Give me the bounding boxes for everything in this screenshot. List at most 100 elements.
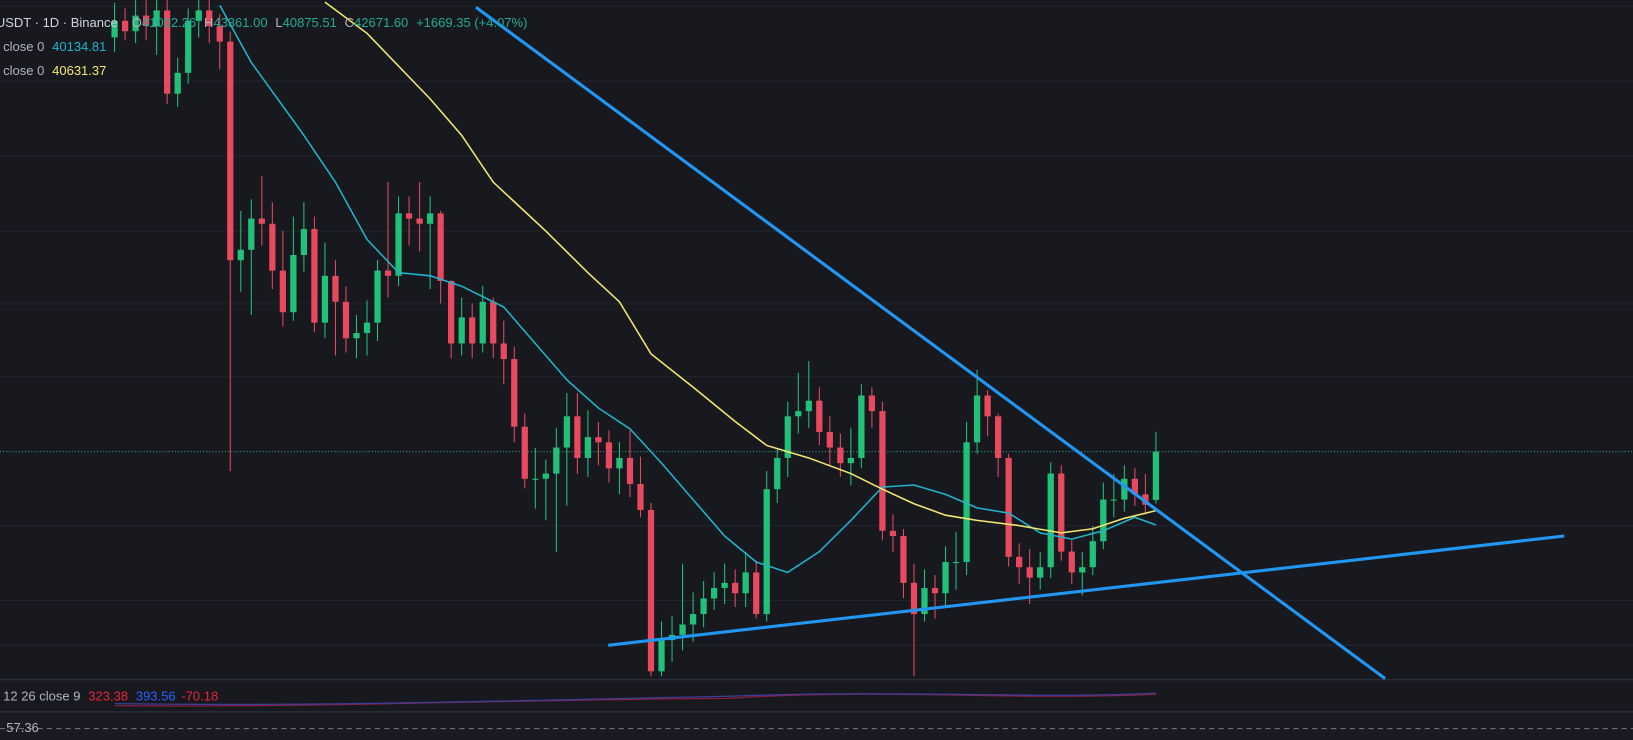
candle-body — [142, 15, 150, 27]
candle-body — [763, 489, 770, 615]
header: USDT · 1D · Binance O41002.26 H43361.00 … — [0, 15, 527, 30]
candle-body — [616, 457, 623, 469]
candle-body — [448, 281, 455, 344]
candle-body — [1079, 567, 1086, 573]
candle-body — [732, 582, 739, 594]
candle-body — [1142, 494, 1149, 505]
candle-body — [1068, 551, 1075, 573]
candle-body — [511, 359, 518, 427]
candle-body — [384, 270, 392, 276]
candle-body — [995, 416, 1002, 458]
candle-body — [342, 301, 350, 339]
candle-body — [216, 26, 223, 42]
candle-body — [206, 10, 213, 27]
ohlc-prefix: O — [132, 15, 142, 30]
candle-body — [689, 614, 697, 625]
candle-body — [879, 411, 886, 531]
candle-body — [921, 588, 928, 615]
candle-body — [1100, 499, 1107, 542]
candle-body — [837, 447, 844, 464]
candle-body — [311, 228, 318, 323]
candle-body — [658, 640, 665, 672]
candle-body — [258, 218, 265, 224]
candle-body — [405, 213, 413, 219]
macd-value: -70.18 — [181, 689, 218, 704]
candle-body — [121, 20, 129, 32]
candle-body — [195, 10, 202, 21]
candle-body — [795, 411, 802, 417]
candle-body — [469, 317, 476, 344]
candle-body — [332, 275, 339, 302]
candle-body — [553, 447, 560, 474]
legend-name: close 0 — [3, 39, 44, 54]
candle-body — [132, 15, 139, 32]
candle-body — [111, 20, 118, 38]
candle-body — [900, 536, 907, 583]
candle-body — [700, 598, 707, 615]
candle-body — [321, 275, 329, 323]
candle-body — [237, 249, 244, 261]
candle-body — [521, 426, 528, 479]
candle-body — [426, 213, 434, 224]
macd-value: 393.56 — [136, 689, 176, 704]
candle-body — [479, 301, 486, 344]
candle-body — [784, 416, 791, 458]
candle-body — [1047, 473, 1054, 568]
candle-body — [279, 270, 286, 313]
candle-body — [647, 509, 655, 672]
moving-average — [219, 4, 1157, 574]
candle-body — [774, 457, 781, 490]
candle-body — [931, 588, 939, 594]
ohlc-value: 41002.26 — [142, 15, 196, 30]
candle-body — [290, 254, 297, 313]
candle-body — [363, 322, 371, 334]
legend-value: 40631.37 — [52, 63, 106, 78]
price-pane — [111, 0, 1160, 677]
candle-body — [269, 223, 276, 271]
ohlc-value: 42671.60 — [354, 15, 408, 30]
candle-body — [1089, 541, 1096, 568]
candle-body — [910, 582, 918, 615]
symbol-title: USDT · 1D · Binance — [0, 15, 118, 30]
candle-body — [1005, 457, 1012, 557]
candle-body — [963, 442, 970, 563]
candle-body — [984, 395, 991, 417]
candle-body — [753, 572, 760, 615]
ohlc-value: 40875.51 — [283, 15, 337, 30]
candle-body — [679, 624, 686, 635]
candle-body — [595, 437, 602, 443]
candle-body — [490, 301, 497, 344]
candle-body — [458, 317, 465, 344]
candle-body — [816, 400, 823, 432]
candle-body — [416, 218, 423, 224]
macd-legend: 12 26 close 9 323.38 393.56 -70.18 — [3, 689, 218, 704]
candle-body — [532, 478, 539, 480]
candle-body — [542, 473, 549, 479]
candle-body — [626, 457, 634, 484]
candle-body — [437, 213, 444, 282]
candle-body — [584, 437, 592, 458]
candle-body — [952, 562, 960, 564]
candle-body — [847, 457, 854, 464]
candle-body — [353, 333, 360, 339]
candle-body — [174, 72, 181, 94]
signal-line — [114, 692, 1157, 706]
candle-body — [637, 483, 644, 510]
candle-body — [868, 395, 876, 412]
candle-body — [858, 395, 865, 458]
candle-body — [605, 442, 613, 469]
candle-body — [185, 20, 192, 73]
candle-body — [374, 270, 381, 323]
candle-body — [227, 41, 234, 261]
candle-body — [1131, 478, 1138, 495]
candle-body — [826, 431, 833, 448]
ohlc-prefix: C — [345, 15, 354, 30]
candle-body — [395, 213, 402, 276]
candle-body — [574, 416, 581, 458]
candle-body — [942, 562, 949, 594]
macd-value: 323.38 — [88, 689, 128, 704]
candle-body — [1037, 567, 1044, 578]
macd-line — [114, 693, 1157, 707]
